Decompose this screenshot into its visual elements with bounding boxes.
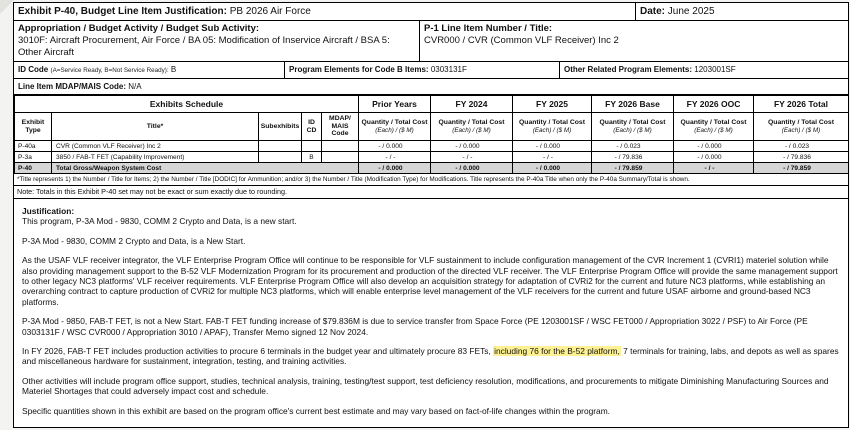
justification-paragraph: Other activities will include program of…	[22, 375, 829, 397]
id-code-legend: (A=Service Ready, B=Not Service Ready):	[50, 67, 169, 74]
appropriation-value: 3010F: Aircraft Procurement, Air Force /…	[18, 35, 390, 58]
mdap-row: Line Item MDAP/MAIS Code: N/A	[14, 79, 848, 95]
document-page: Exhibit P-40, Budget Line Item Justifica…	[13, 2, 849, 428]
date-label: Date:	[640, 6, 666, 17]
justification-section: Justification: This program, P-3A Mod - …	[14, 199, 848, 427]
col-id-cd: ID CD	[301, 112, 322, 141]
id-code-value: B	[170, 65, 177, 74]
period-header-row: Exhibits Schedule Prior Years FY 2024 FY…	[14, 95, 848, 113]
table-row-p40a: P-40a CVR (Common VLF Receiver) Inc 2 - …	[14, 140, 848, 152]
scan-artifact	[0, 0, 14, 14]
rounding-note: Note: Totals in this Exhibit P-40 set ma…	[14, 186, 848, 199]
other-program-elements-field: Other Related Program Elements: 1203001S…	[560, 62, 848, 78]
schedule-header: Exhibits Schedule	[14, 95, 359, 113]
col-qty-fy2026-ooc: Quantity / Total Cost (Each) / ($ M)	[673, 112, 754, 141]
other-program-elements-label: Other Related Program Elements:	[564, 65, 693, 74]
column-header-row: Exhibit Type Title* Subexhibits ID CD MD…	[14, 112, 848, 141]
col-title: Title*	[51, 112, 259, 141]
col-mdap-mais-code: MDAP/ MAIS Code	[321, 112, 359, 141]
date-field: Date: June 2025	[636, 3, 848, 20]
col-qty-fy2025: Quantity / Total Cost (Each) / ($ M)	[512, 112, 592, 141]
col-fy2026-total: FY 2026 Total	[753, 95, 848, 113]
justification-paragraph: This program, P-3A Mod - 9830, COMM 2 Cr…	[22, 216, 297, 227]
justification-heading: Justification:	[22, 206, 75, 216]
program-elements-value: 0303131F	[430, 65, 467, 74]
mdap-value: N/A	[128, 82, 142, 91]
justification-paragraph: Specific quantities shown in this exhibi…	[22, 405, 611, 416]
col-fy2026-base: FY 2026 Base	[591, 95, 674, 113]
id-code-field: ID Code (A=Service Ready, B=Not Service …	[14, 62, 285, 78]
p1-line-item-field: P-1 Line Item Number / Title: CVR000 / C…	[420, 21, 848, 61]
header-row: Exhibit P-40, Budget Line Item Justifica…	[14, 3, 848, 21]
justification-paragraph: In FY 2026, FAB-T FET includes productio…	[22, 346, 839, 367]
id-code-label: ID Code	[18, 65, 49, 74]
appropriation-row: Appropriation / Budget Activity / Budget…	[14, 21, 848, 62]
justification-paragraph: P-3A Mod - 9850, FAB-T FET, is not a New…	[22, 316, 808, 337]
justification-paragraph: As the USAF VLF receiver integrator, the…	[22, 255, 838, 307]
other-program-elements-value: 1203001SF	[694, 65, 736, 74]
justification-paragraph: P-3A Mod - 9830, COMM 2 Crypto and Data,…	[22, 235, 246, 246]
exhibits-schedule-table: Exhibits Schedule Prior Years FY 2024 FY…	[14, 95, 848, 174]
col-fy2025: FY 2025	[512, 95, 592, 113]
col-qty-fy2026-base: Quantity / Total Cost (Each) / ($ M)	[591, 112, 674, 141]
col-exhibit-type: Exhibit Type	[14, 112, 52, 141]
table-row-total: P-40 Total Gross/Weapon System Cost - / …	[14, 162, 848, 174]
col-fy2024: FY 2024	[430, 95, 513, 113]
exhibit-title-value: PB 2026 Air Force	[229, 6, 311, 17]
col-fy2026-ooc: FY 2026 OOC	[673, 95, 754, 113]
date-value: June 2025	[667, 6, 715, 17]
col-subexhibits: Subexhibits	[258, 112, 302, 141]
col-prior-years: Prior Years	[358, 95, 431, 113]
title-footnote: *Title represents 1) the Number / Title …	[14, 174, 848, 186]
col-qty-fy2026-total: Quantity / Total Cost (Each) / ($ M)	[753, 112, 848, 141]
id-code-row: ID Code (A=Service Ready, B=Not Service …	[14, 62, 848, 79]
program-elements-label: Program Elements for Code B Items:	[289, 65, 429, 74]
table-row-p3a: P-3a 3850 / FAB-T FET (Capability Improv…	[14, 151, 848, 163]
col-qty-prior-years: Quantity / Total Cost (Each) / ($ M)	[358, 112, 431, 141]
exhibit-title: Exhibit P-40, Budget Line Item Justifica…	[14, 3, 636, 20]
mdap-field: Line Item MDAP/MAIS Code: N/A	[14, 79, 146, 94]
p1-line-item-label: P-1 Line Item Number / Title:	[424, 23, 553, 34]
appropriation-field: Appropriation / Budget Activity / Budget…	[14, 21, 420, 61]
mdap-label: Line Item MDAP/MAIS Code:	[18, 82, 127, 91]
appropriation-label: Appropriation / Budget Activity / Budget…	[18, 23, 260, 34]
highlighted-text: including 76 for the B-52 platform,	[493, 346, 621, 357]
col-qty-fy2024: Quantity / Total Cost (Each) / ($ M)	[430, 112, 513, 141]
exhibit-title-label: Exhibit P-40, Budget Line Item Justifica…	[18, 6, 227, 17]
p1-line-item-value: CVR000 / CVR (Common VLF Receiver) Inc 2	[424, 35, 619, 46]
program-elements-field: Program Elements for Code B Items: 03031…	[285, 62, 560, 78]
